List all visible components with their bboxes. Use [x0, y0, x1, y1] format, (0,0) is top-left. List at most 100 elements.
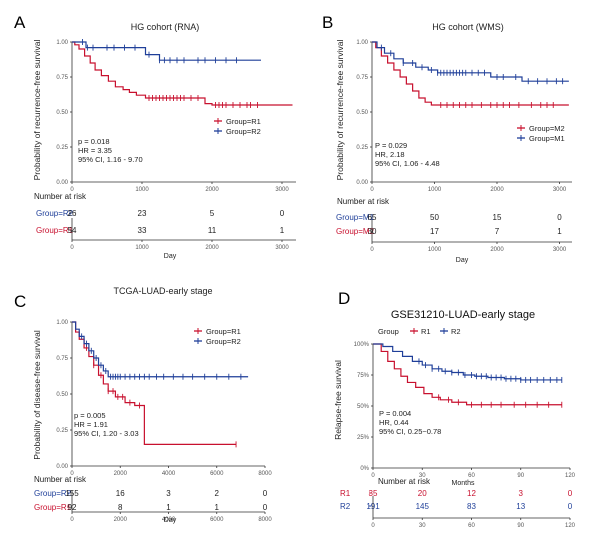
stat-text: p = 0.005 — [74, 411, 106, 420]
y-axis-label: Probability of disease-free survival — [32, 330, 42, 460]
risk-row-label: Group=R1 — [36, 226, 74, 235]
stat-text: 95% CI, 1.06 - 4.48 — [375, 159, 440, 168]
legend-label: Group=R2 — [206, 337, 241, 346]
risk-x-tick-label: 0 — [70, 517, 74, 523]
x-tick-label: 0 — [371, 473, 375, 479]
y-tick-label: 0.75 — [356, 75, 368, 81]
risk-value: 5 — [210, 209, 215, 218]
risk-x-tick-label: 0 — [70, 245, 74, 251]
risk-value: 2 — [215, 489, 220, 498]
risk-row-label: R2 — [340, 502, 351, 511]
risk-value: 3 — [519, 489, 524, 498]
y-tick-label: 50% — [357, 404, 370, 410]
risk-value: 20 — [418, 489, 427, 498]
risk-x-tick-label: 3000 — [275, 245, 289, 251]
risk-x-tick-label: 1000 — [135, 245, 149, 251]
risk-row-label: Group=R2 — [34, 489, 72, 498]
panel-label: A — [14, 13, 26, 32]
stat-text: p = 0.018 — [78, 137, 110, 146]
x-tick-label: 6000 — [210, 471, 224, 477]
risk-value: 0 — [280, 209, 285, 218]
y-tick-label: 1.00 — [56, 320, 68, 326]
risk-x-tick-label: 30 — [419, 523, 426, 529]
stat-text: P = 0.004 — [379, 409, 411, 418]
risk-value: 0 — [557, 213, 562, 222]
risk-x-tick-label: 0 — [370, 247, 374, 253]
stat-text: 95% CI, 1.20 - 3.03 — [74, 429, 139, 438]
risk-x-tick-label: 2000 — [490, 247, 504, 253]
y-tick-label: 0.00 — [356, 180, 368, 186]
km-panel-b: B HG cohort (WMS)0.000.250.500.751.000 100… — [322, 13, 572, 264]
survival-curve-r1 — [373, 343, 562, 406]
x-axis-label: Day — [164, 517, 177, 524]
legend-label: Group=R2 — [226, 127, 261, 136]
x-tick-label: 0 — [70, 471, 74, 477]
risk-value: 0 — [568, 502, 573, 511]
legend-label: Group=M2 — [529, 124, 565, 133]
x-tick-label: 30 — [419, 473, 426, 479]
y-tick-label: 0% — [360, 466, 369, 472]
stat-text: P = 0.029 — [375, 141, 407, 150]
survival-curve-group-m1 — [372, 41, 569, 82]
x-tick-label: 0 — [70, 187, 74, 193]
x-tick-label: 4000 — [162, 471, 176, 477]
risk-value: 0 — [263, 489, 268, 498]
chart-title: GSE31210-LUAD-early stage — [391, 309, 535, 321]
risk-x-tick-label: 120 — [565, 523, 576, 529]
risk-x-tick-label: 2000 — [114, 517, 128, 523]
x-axis-label: Day — [456, 257, 469, 264]
risk-value: 11 — [208, 226, 217, 235]
risk-x-tick-label: 1000 — [428, 247, 442, 253]
stat-text: HR = 1.91 — [74, 420, 108, 429]
risk-value: 3 — [166, 489, 171, 498]
legend-title: Group — [378, 327, 399, 336]
panel-label: C — [14, 292, 26, 311]
y-tick-label: 0.25 — [56, 145, 68, 151]
risk-value: 16 — [116, 489, 125, 498]
risk-value: 13 — [516, 502, 525, 511]
risk-value: 8 — [118, 503, 123, 512]
risk-x-tick-label: 90 — [517, 523, 524, 529]
survival-curve-group-m2 — [372, 41, 569, 106]
risk-value: 0 — [568, 489, 573, 498]
km-panel-c: C TCGA-LUAD-early stage 0.00 0.25 0.50 0.75 1.… — [14, 286, 272, 524]
risk-row-label: Group=M2 — [336, 227, 375, 236]
x-tick-label: 8000 — [258, 471, 272, 477]
stat-text: 95% CI, 0.25~0.78 — [379, 427, 441, 436]
y-tick-label: 0.25 — [56, 428, 68, 434]
risk-value: 1 — [280, 226, 285, 235]
y-tick-label: 0.75 — [56, 75, 68, 81]
x-tick-label: 2000 — [205, 187, 219, 193]
risk-value: 35 — [369, 489, 378, 498]
risk-value: 1 — [215, 503, 220, 512]
legend-label: Group=M1 — [529, 134, 565, 143]
chart-title: TCGA-LUAD-early stage — [113, 286, 212, 296]
y-tick-label: 100% — [354, 342, 370, 348]
risk-row-label: Group=M1 — [336, 213, 375, 222]
risk-table-title: Number at risk — [378, 477, 431, 486]
risk-value: 83 — [467, 502, 476, 511]
risk-table-title: Number at risk — [337, 197, 390, 206]
risk-value: 33 — [138, 226, 147, 235]
x-tick-label: 0 — [370, 187, 374, 193]
risk-value: 7 — [495, 227, 500, 236]
chart-title: HG cohort (RNA) — [131, 22, 200, 32]
x-tick-label: 2000 — [490, 187, 504, 193]
y-axis-label: Relapse-free survival — [333, 360, 343, 440]
risk-x-tick-label: 6000 — [210, 517, 224, 523]
risk-value: 17 — [430, 227, 439, 236]
risk-value: 26 — [68, 209, 77, 218]
risk-x-tick-label: 3000 — [553, 247, 567, 253]
stat-text: HR, 0.44 — [379, 418, 409, 427]
y-tick-label: 1.00 — [56, 40, 68, 46]
y-tick-label: 0.50 — [56, 110, 68, 116]
chart-title: HG cohort (WMS) — [432, 22, 504, 32]
x-tick-label: 3000 — [275, 187, 289, 193]
risk-value: 12 — [467, 489, 476, 498]
y-tick-label: 0.00 — [56, 180, 68, 186]
risk-x-tick-label: 4000 — [162, 517, 176, 523]
legend-label: Group=R1 — [206, 327, 241, 336]
y-tick-label: 0.75 — [56, 356, 68, 362]
risk-value: 15 — [493, 213, 502, 222]
risk-value: 0 — [263, 503, 268, 512]
